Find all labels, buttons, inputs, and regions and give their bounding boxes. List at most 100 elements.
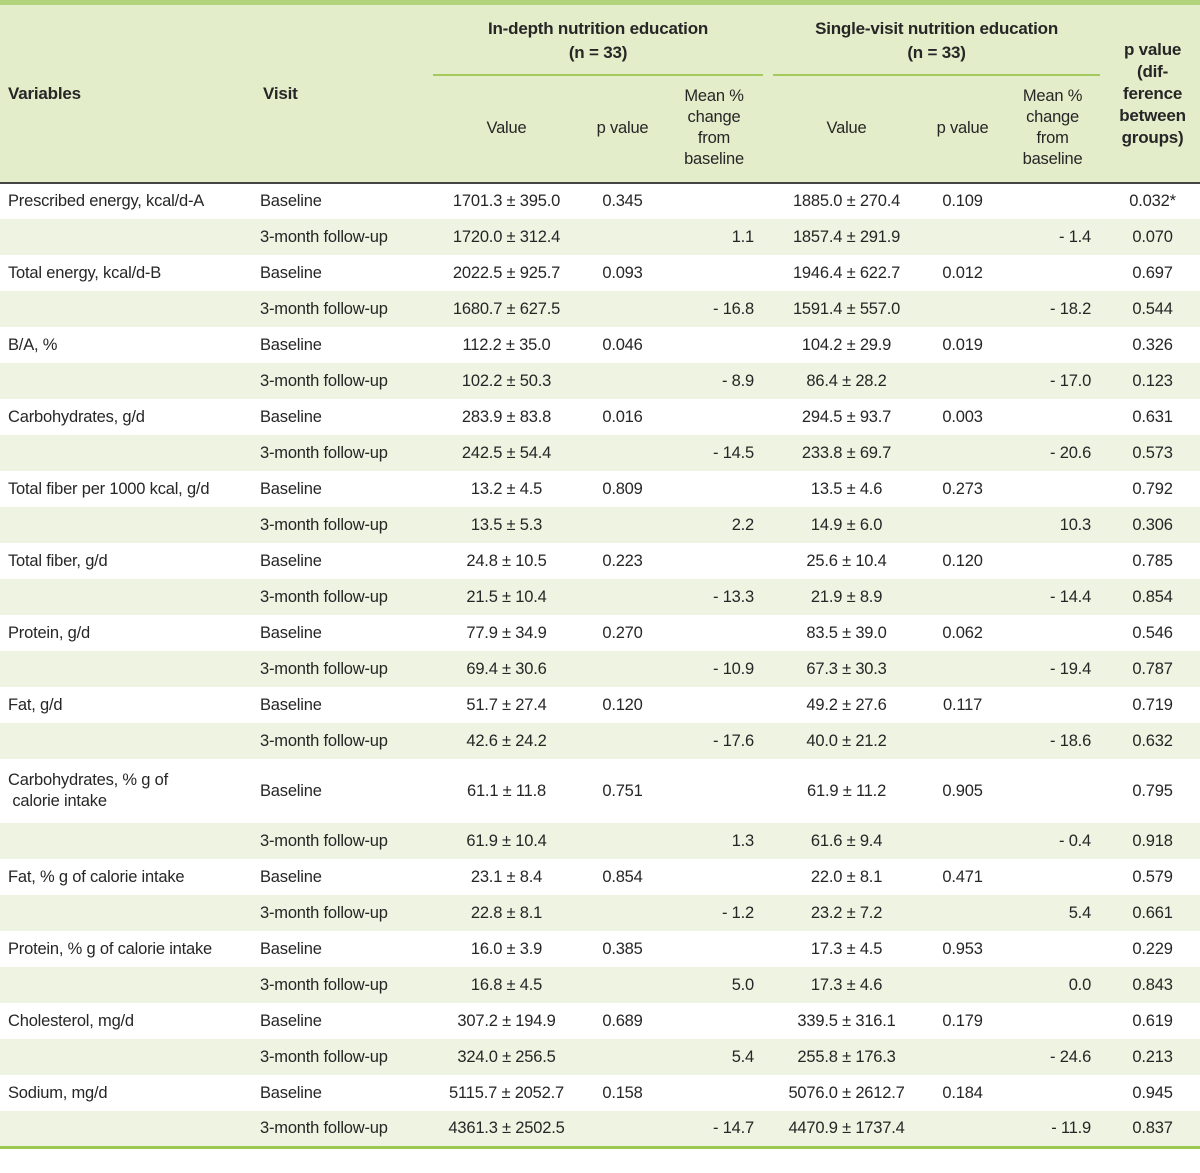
cell-g2-mean: 5.4	[1000, 895, 1106, 931]
cell-g2-value: 233.8 ± 69.7	[768, 435, 926, 471]
cell-g2-p	[925, 895, 1001, 931]
cell-g1-mean	[660, 471, 768, 507]
cell-visit: 3-month follow-up	[255, 1039, 428, 1075]
cell-g1-value: 13.5 ± 5.3	[428, 507, 585, 543]
cell-p-diff: 0.619	[1132, 1011, 1173, 1030]
cell-g2-value: 13.5 ± 4.6	[810, 479, 883, 498]
cell-g1-value: 42.6 ± 24.2	[428, 723, 585, 759]
table-row: Carbohydrates, g/d Baseline 283.9 ± 83.8 0.…	[0, 399, 1200, 435]
cell-visit: 3-month follow-up	[255, 363, 428, 399]
cell-g2-p: 0.117	[942, 695, 983, 714]
cell-g2-value: 17.3 ± 4.6	[768, 967, 926, 1003]
cell-visit: 3-month follow-up	[255, 651, 428, 687]
cell-g2-mean	[1000, 183, 1105, 219]
cell-p-diff: 0.795	[1132, 781, 1173, 800]
cell-variable: Cholesterol, mg/d	[8, 1011, 134, 1030]
cell-g2-value: 104.2 ± 29.9	[801, 335, 892, 354]
nutrition-comparison-table-wrap: Variables Visit In-depth nutrition educa…	[0, 0, 1200, 1149]
cell-visit: Baseline	[260, 407, 322, 426]
table-row: 3-month follow-up 22.8 ± 8.1 - 1.2 23.2 ± 7…	[0, 895, 1200, 931]
cell-g1-value: 24.8 ± 10.5	[466, 551, 547, 570]
cell-g2-p: 0.012	[942, 263, 983, 282]
cell-p-diff: 0.326	[1132, 335, 1173, 354]
cell-variable: Protein, g/d	[8, 623, 90, 642]
col-header-visit: Visit	[255, 2, 428, 184]
cell-variable: Carbohydrates, % g of calorie intake	[8, 771, 168, 810]
cell-g1-p: 0.120	[602, 695, 643, 714]
cell-g1-mean: - 8.9	[660, 363, 769, 399]
cell-g1-p: 0.809	[602, 479, 643, 498]
cell-g1-value: 77.9 ± 34.9	[466, 623, 547, 642]
header-row-sub: Value p value Mean % change from baselin…	[0, 76, 1200, 184]
table-row: Total fiber per 1000 kcal, g/d Baseline 13…	[0, 471, 1200, 507]
cell-g2-mean: - 1.4	[1000, 219, 1106, 255]
cell-variable	[0, 823, 255, 859]
cell-variable	[0, 219, 255, 255]
table-row: Prescribed energy, kcal/d-A Baseline 1701.…	[0, 183, 1200, 219]
cell-g1-p: 0.223	[602, 551, 643, 570]
cell-g1-mean: 5.4	[660, 1039, 769, 1075]
cell-g2-p: 0.953	[942, 939, 983, 958]
cell-g2-p: 0.062	[942, 623, 983, 642]
table-row: 3-month follow-up 102.2 ± 50.3 - 8.9 86.4 ±…	[0, 363, 1200, 399]
cell-g1-value: 112.2 ± 35.0	[462, 335, 551, 354]
cell-g2-p	[925, 823, 1001, 859]
cell-g1-p	[585, 291, 660, 327]
cell-g1-mean: - 10.9	[660, 651, 769, 687]
table-row: 3-month follow-up 21.5 ± 10.4 - 13.3 21.9 ±…	[0, 579, 1200, 615]
cell-visit: 3-month follow-up	[255, 1111, 428, 1147]
cell-visit: 3-month follow-up	[255, 579, 428, 615]
cell-variable	[0, 723, 255, 759]
group-header-indepth: In-depth nutrition education (n = 33)	[428, 2, 769, 76]
cell-g1-mean: - 1.2	[660, 895, 769, 931]
cell-visit: Baseline	[260, 781, 322, 800]
cell-g1-p: 0.270	[602, 623, 643, 642]
cell-variable	[0, 435, 255, 471]
table-row: 3-month follow-up 61.9 ± 10.4 1.3 61.6 ± 9.…	[0, 823, 1200, 859]
cell-g1-mean: - 16.8	[660, 291, 769, 327]
cell-g2-mean	[1000, 859, 1105, 895]
cell-p-diff: 0.785	[1132, 551, 1173, 570]
cell-g1-p: 0.016	[602, 407, 643, 426]
cell-p-diff: 0.306	[1105, 507, 1200, 543]
table-row: Carbohydrates, % g of calorie intake Base…	[0, 759, 1200, 823]
cell-p-diff: 0.787	[1105, 651, 1200, 687]
cell-variable: Prescribed energy, kcal/d-A	[8, 192, 205, 210]
cell-p-diff: 0.579	[1132, 867, 1173, 886]
cell-variable	[0, 651, 255, 687]
cell-g2-p: 0.120	[942, 551, 983, 570]
cell-variable: Carbohydrates, g/d	[8, 407, 145, 426]
cell-variable	[0, 967, 255, 1003]
cell-g2-p: 0.273	[942, 479, 983, 498]
cell-g1-mean	[660, 687, 768, 723]
table-row: 3-month follow-up 69.4 ± 30.6 - 10.9 67.3 ±…	[0, 651, 1200, 687]
cell-g2-value: 61.6 ± 9.4	[768, 823, 926, 859]
cell-g2-value: 14.9 ± 6.0	[768, 507, 926, 543]
cell-g2-value: 83.5 ± 39.0	[806, 623, 887, 642]
cell-g2-mean: - 18.2	[1000, 291, 1106, 327]
cell-visit: 3-month follow-up	[255, 823, 428, 859]
cell-g2-mean	[1000, 1075, 1105, 1111]
table-row: Protein, % g of calorie intake Baseline 16…	[0, 931, 1200, 967]
cell-visit: Baseline	[260, 939, 322, 958]
cell-g2-mean	[1000, 399, 1105, 435]
cell-g2-value: 49.2 ± 27.6	[806, 695, 887, 714]
cell-visit: Baseline	[260, 335, 322, 354]
cell-g2-value: 21.9 ± 8.9	[768, 579, 926, 615]
cell-g2-value: 25.6 ± 10.4	[806, 551, 887, 570]
cell-g1-p	[585, 435, 660, 471]
cell-g2-value: 23.2 ± 7.2	[768, 895, 926, 931]
cell-visit: Baseline	[260, 192, 322, 210]
cell-g2-mean	[1000, 759, 1105, 823]
cell-g1-mean	[660, 931, 768, 967]
table-row: 3-month follow-up 13.5 ± 5.3 2.2 14.9 ± 6.0…	[0, 507, 1200, 543]
table-row: Total fiber, g/d Baseline 24.8 ± 10.5 0.223…	[0, 543, 1200, 579]
cell-g1-p: 0.385	[602, 939, 643, 958]
cell-g2-p	[925, 435, 1001, 471]
cell-g1-p: 0.046	[602, 335, 643, 354]
cell-visit: 3-month follow-up	[255, 219, 428, 255]
cell-g2-p	[925, 507, 1001, 543]
cell-g1-mean	[660, 859, 768, 895]
cell-g1-p: 0.345	[602, 192, 643, 210]
table-row: Total energy, kcal/d-B Baseline 2022.5 ± 9…	[0, 255, 1200, 291]
